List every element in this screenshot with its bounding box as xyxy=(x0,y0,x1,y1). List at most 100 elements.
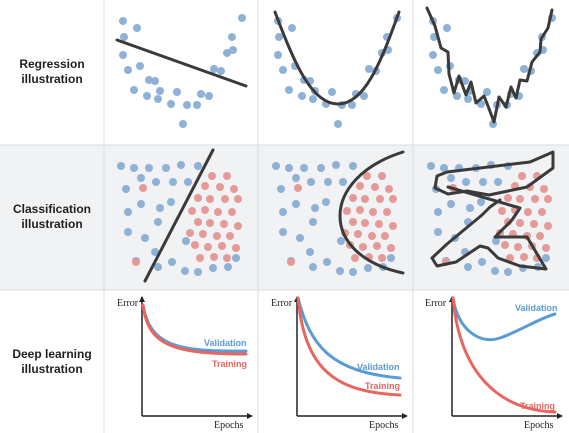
regression-point xyxy=(156,87,164,95)
dl-panel1-x-label: Epochs xyxy=(214,420,244,431)
dl-panel2-y-label: Error xyxy=(271,298,293,309)
class-b-point xyxy=(208,172,216,180)
classification-overfit-boundary-1 xyxy=(433,150,555,197)
class-b-point xyxy=(349,218,357,226)
marks-layer xyxy=(115,6,563,419)
regression-point xyxy=(464,95,472,103)
class-a-point xyxy=(542,254,550,262)
class-a-point xyxy=(477,198,485,206)
class-b-point xyxy=(385,185,393,193)
dl-panel1-x-arrow xyxy=(247,413,253,419)
class-a-point xyxy=(466,204,474,212)
class-a-point xyxy=(364,264,372,272)
class-b-point xyxy=(387,244,395,252)
regression-point xyxy=(360,92,368,100)
class-a-point xyxy=(492,237,500,245)
class-b-point xyxy=(356,182,364,190)
class-a-point xyxy=(277,185,285,193)
class-b-point xyxy=(363,172,371,180)
class-a-point xyxy=(154,218,162,226)
class-b-point xyxy=(354,230,362,238)
class-b-point xyxy=(378,172,386,180)
regression-point xyxy=(119,51,127,59)
class-a-point xyxy=(209,264,217,272)
class-b-point xyxy=(223,254,231,262)
class-a-point xyxy=(124,228,132,236)
class-b-point xyxy=(218,242,226,250)
class-a-point xyxy=(141,234,149,242)
class-b-point xyxy=(361,219,369,227)
class-a-point xyxy=(317,164,325,172)
class-a-point xyxy=(427,162,435,170)
class-b-point xyxy=(520,253,528,261)
class-b-point xyxy=(501,241,509,249)
regression-point xyxy=(167,100,175,108)
class-b-point xyxy=(351,254,359,262)
class-b-point xyxy=(368,232,376,240)
regression-point xyxy=(120,33,128,41)
dl-panel3-validation-curve xyxy=(451,296,557,342)
regression-point xyxy=(365,65,373,73)
class-b-point xyxy=(216,183,224,191)
classification-overfit-boundary-2 xyxy=(430,185,548,271)
class-b-point xyxy=(206,195,214,203)
class-a-point xyxy=(137,174,145,182)
class-b-point xyxy=(349,194,357,202)
dl-panel1-training-curve xyxy=(141,303,248,356)
row-label-regression: Regression illustration xyxy=(0,57,104,87)
classification-curved-boundary xyxy=(338,150,405,275)
class-a-point xyxy=(124,208,132,216)
class-a-point xyxy=(349,268,357,276)
class-b-point xyxy=(518,172,526,180)
class-b-point xyxy=(516,195,524,203)
class-a-point xyxy=(272,162,280,170)
regression-point xyxy=(145,76,153,84)
regression-point xyxy=(483,88,491,96)
regression-point xyxy=(334,120,342,128)
class-b-point xyxy=(389,195,397,203)
class-a-point xyxy=(309,218,317,226)
regression-point xyxy=(434,66,442,74)
class-b-point xyxy=(375,220,383,228)
regression-quadratic-fit xyxy=(273,10,401,106)
class-b-point xyxy=(213,232,221,240)
class-a-point xyxy=(168,258,176,266)
class-a-point xyxy=(182,237,190,245)
class-a-point xyxy=(194,268,202,276)
class-b-point xyxy=(139,184,147,192)
class-b-point xyxy=(199,230,207,238)
row-label-line2: illustration xyxy=(21,362,83,376)
class-b-point xyxy=(228,208,236,216)
class-a-point xyxy=(117,162,125,170)
class-b-point xyxy=(356,206,364,214)
class-a-point xyxy=(311,204,319,212)
class-b-point xyxy=(524,208,532,216)
class-a-point xyxy=(130,164,138,172)
class-b-point xyxy=(204,243,212,251)
regression-point xyxy=(229,46,237,54)
class-a-point xyxy=(167,198,175,206)
class-a-point xyxy=(169,178,177,186)
class-b-point xyxy=(343,207,351,215)
class-b-point xyxy=(369,208,377,216)
class-b-point xyxy=(359,243,367,251)
regression-point xyxy=(183,101,191,109)
regression-point xyxy=(298,92,306,100)
class-b-point xyxy=(514,243,522,251)
regression-point xyxy=(179,120,187,128)
dl-panel2-training-label: Training xyxy=(365,381,400,391)
class-b-point xyxy=(194,218,202,226)
class-b-point xyxy=(232,244,240,252)
class-a-point xyxy=(339,178,347,186)
class-b-point xyxy=(223,172,231,180)
regression-point xyxy=(197,90,205,98)
class-b-point xyxy=(381,232,389,240)
class-a-point xyxy=(478,258,486,266)
regression-point xyxy=(151,77,159,85)
class-a-point xyxy=(122,185,130,193)
regression-point xyxy=(275,33,283,41)
class-b-point xyxy=(538,208,546,216)
row-label-line2: illustration xyxy=(21,72,83,86)
class-a-point xyxy=(309,263,317,271)
dl-panel2-validation-curve xyxy=(296,296,402,380)
